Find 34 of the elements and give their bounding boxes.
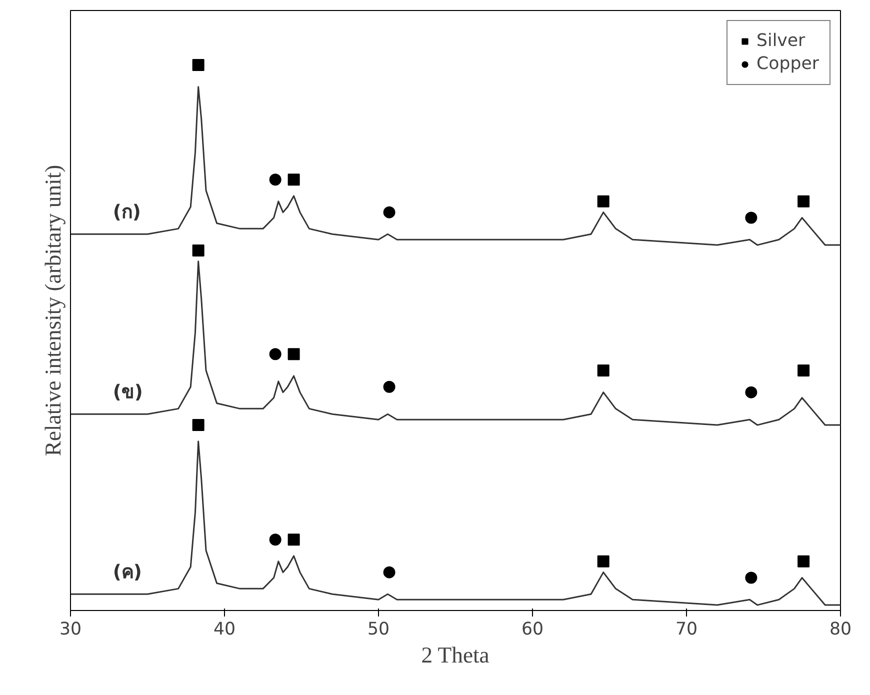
y-axis-title: Relative intensity (arbitary unit)	[40, 164, 66, 456]
x-axis-title: 2 Theta	[421, 642, 490, 668]
series-label: (ค)	[112, 562, 142, 584]
point	[192, 419, 204, 432]
point	[383, 566, 396, 578]
point	[192, 59, 204, 72]
x-tick-label: 70	[675, 620, 698, 640]
series-label: (ก)	[112, 202, 141, 224]
x-tick-label: 30	[59, 620, 82, 640]
point	[288, 174, 300, 186]
point	[383, 206, 396, 218]
legend-label: Copper	[756, 54, 819, 74]
point	[798, 555, 810, 568]
legend-label: Silver	[756, 31, 806, 51]
point	[745, 212, 758, 224]
point	[192, 244, 204, 256]
point	[798, 364, 810, 376]
x-tick-label: 40	[213, 620, 236, 640]
x-tick-label: 60	[521, 620, 544, 640]
point	[597, 364, 610, 376]
x-tick-label: 50	[367, 620, 390, 640]
point	[383, 380, 396, 393]
point	[288, 348, 300, 360]
point	[288, 534, 300, 546]
point	[597, 555, 610, 568]
point	[745, 572, 758, 584]
point	[269, 174, 282, 186]
x-tick-label: 80	[829, 620, 852, 640]
point	[269, 348, 282, 360]
series-label: (ข)	[112, 382, 143, 404]
point	[745, 386, 758, 398]
point	[597, 195, 610, 208]
point	[798, 195, 810, 208]
point	[269, 534, 282, 546]
